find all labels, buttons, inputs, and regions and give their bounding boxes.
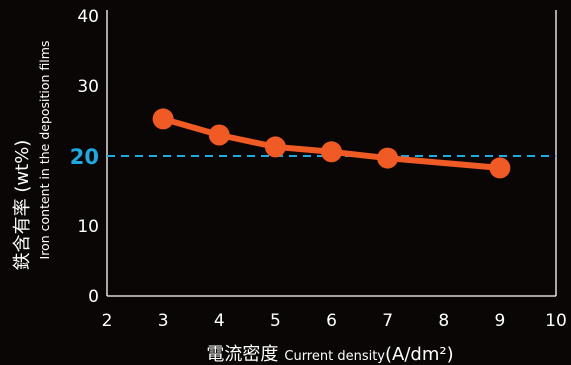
y-axis-title-en: Iron content in the deposition films xyxy=(37,41,52,260)
x-axis-title: 電流密度 Current density(A/dm²) xyxy=(206,344,453,365)
data-point xyxy=(489,157,511,179)
data-point xyxy=(377,147,399,169)
y-axis-title-jp: 鉄含有率 (wt%) xyxy=(12,140,33,271)
y-tick-label: 30 xyxy=(77,77,99,97)
x-axis-title-en: Current density xyxy=(284,349,385,364)
x-tick-label: 6 xyxy=(326,311,337,331)
x-tick-labels: 2 3 4 5 6 7 8 9 10 xyxy=(102,311,567,331)
data-point xyxy=(321,141,342,163)
x-axis-title-unit: (A/dm²) xyxy=(385,344,454,365)
x-tick-label: 9 xyxy=(494,311,505,331)
x-tick-label: 8 xyxy=(438,311,449,331)
x-axis-title-jp: 電流密度 xyxy=(206,344,278,365)
x-tick-label: 10 xyxy=(545,311,567,331)
data-point xyxy=(208,124,230,146)
x-tick-label: 7 xyxy=(382,311,393,331)
x-tick-label: 4 xyxy=(214,311,225,331)
y-tick-labels: 0 10 20 30 40 xyxy=(70,7,99,307)
x-tick-label: 2 xyxy=(102,311,113,331)
x-tick-label: 5 xyxy=(270,311,281,331)
x-tick-label: 3 xyxy=(158,311,169,331)
y-tick-label: 20 xyxy=(70,145,99,169)
y-tick-label: 0 xyxy=(88,287,99,307)
data-point xyxy=(152,108,174,130)
y-tick-label: 40 xyxy=(77,7,99,27)
y-tick-label: 10 xyxy=(77,217,99,237)
data-points xyxy=(152,108,511,179)
data-point xyxy=(264,136,286,158)
